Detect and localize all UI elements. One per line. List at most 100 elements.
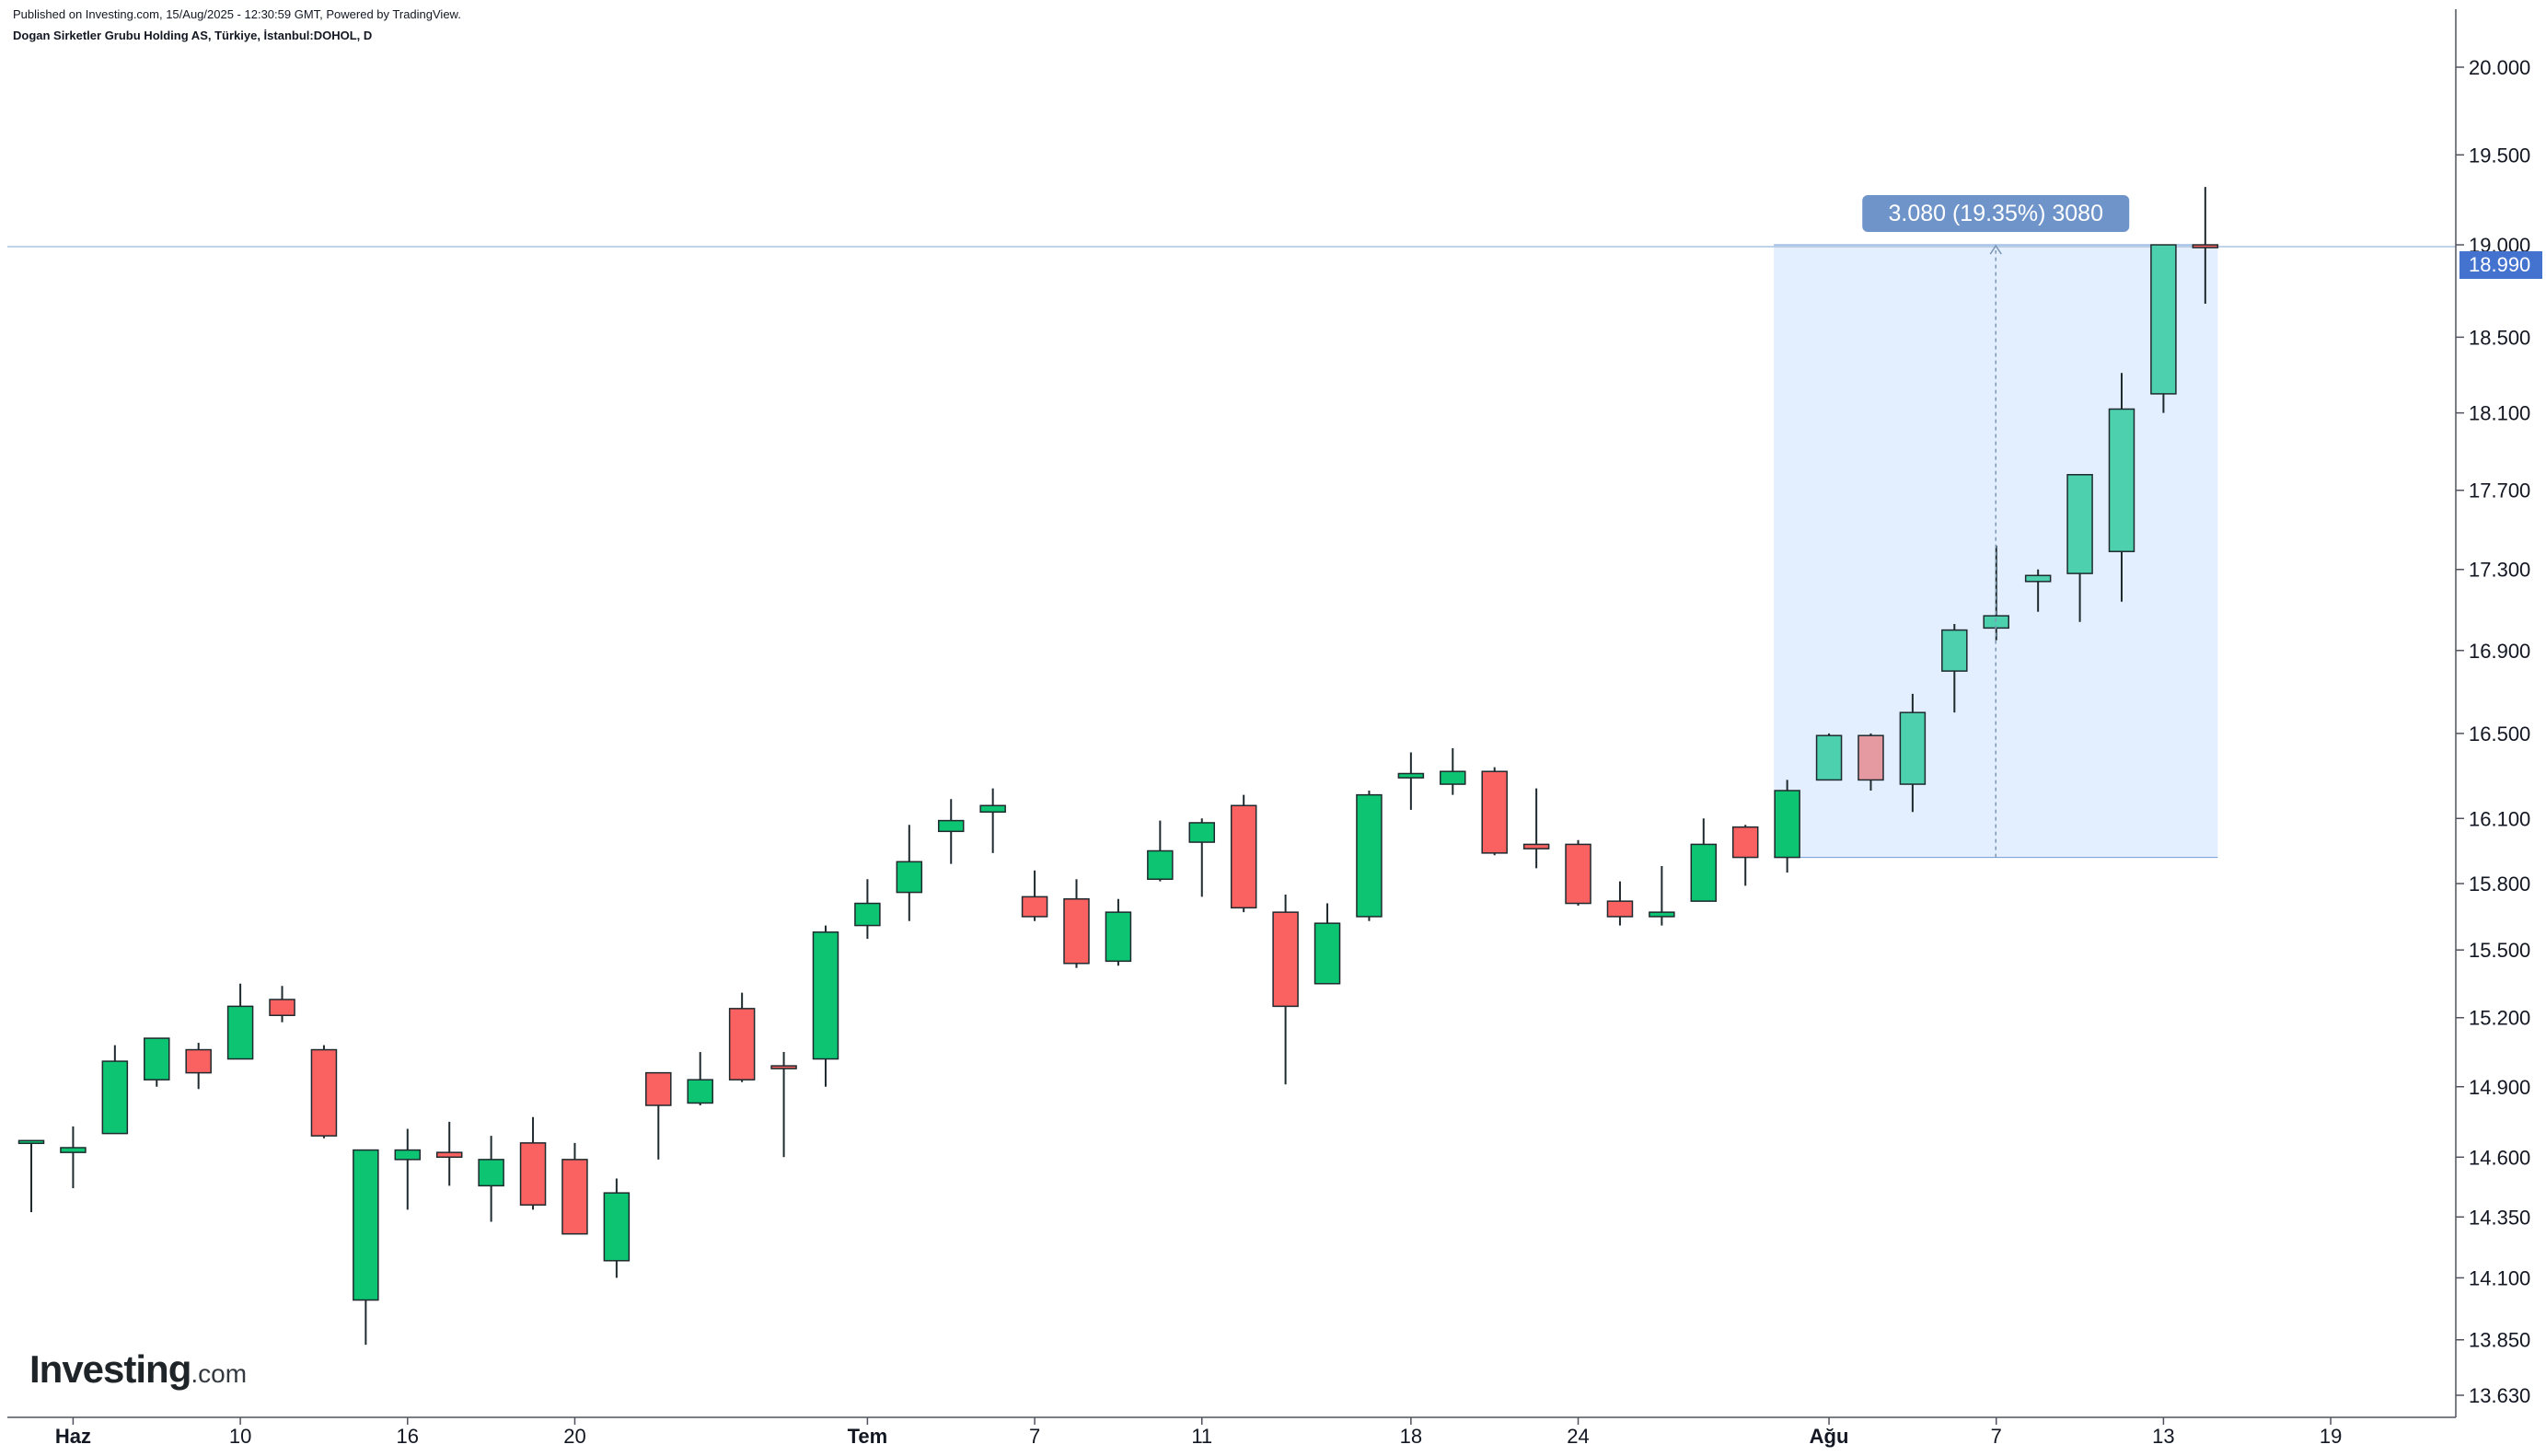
- candle: [1397, 752, 1425, 810]
- candle: [1690, 818, 1718, 902]
- investing-logo: Investing.com: [29, 1347, 247, 1392]
- candle-body: [226, 1005, 254, 1060]
- candle: [2150, 244, 2177, 413]
- candle-body: [144, 1037, 170, 1080]
- candle-body: [1063, 898, 1090, 965]
- y-tick-label: 16.100: [2469, 807, 2530, 830]
- candle: [1063, 879, 1090, 968]
- x-tick-label: 11: [1191, 1425, 1212, 1448]
- y-tick-label: 18.100: [2469, 402, 2530, 425]
- candle: [728, 992, 756, 1082]
- x-tick-label: Tem: [848, 1425, 888, 1448]
- candle: [1440, 747, 1466, 795]
- instrument-title: Dogan Sirketler Grubu Holding AS, Türkiy…: [13, 29, 373, 42]
- candle-body: [979, 804, 1006, 814]
- y-tick-label: 14.600: [2469, 1146, 2530, 1169]
- candle-body: [2024, 574, 2052, 583]
- y-tick-label: 20.000: [2469, 56, 2530, 79]
- y-tick-label: 17.700: [2469, 480, 2530, 503]
- candle: [1230, 794, 1257, 913]
- candle: [2192, 187, 2219, 304]
- chart-overlay: 3.080 (19.35%) 3080: [1862, 195, 2130, 858]
- candle-body: [1105, 911, 1132, 963]
- y-tick-label: 13.630: [2469, 1384, 2530, 1407]
- candle: [1272, 894, 1299, 1085]
- candle: [2108, 373, 2135, 602]
- candle-body: [2150, 244, 2177, 395]
- candle-body: [1397, 772, 1425, 779]
- candle-body: [2108, 408, 2135, 552]
- candle: [979, 788, 1006, 853]
- x-tick-label: Haz: [55, 1425, 91, 1448]
- candle-body: [1857, 734, 1884, 781]
- candle-body: [1690, 843, 1718, 902]
- candle: [519, 1116, 547, 1210]
- candle-body: [2192, 244, 2219, 248]
- measure-label: 3.080 (19.35%) 3080: [1888, 201, 2103, 226]
- y-tick-label: 19.500: [2469, 144, 2530, 167]
- candle: [1314, 903, 1341, 985]
- candle: [60, 1126, 87, 1188]
- candle-body: [896, 861, 923, 894]
- y-tick-label: 14.100: [2469, 1266, 2530, 1289]
- axes: 20.00019.50019.00018.50018.10017.70017.3…: [7, 9, 2542, 1448]
- candle-body: [1731, 826, 1759, 859]
- candle-body: [1899, 711, 1927, 785]
- x-tick-label: 24: [1567, 1425, 1589, 1448]
- candle: [1188, 818, 1216, 897]
- candle-body: [478, 1159, 504, 1187]
- candle-body: [269, 999, 295, 1017]
- candle-body: [310, 1048, 338, 1137]
- candle-body: [603, 1192, 631, 1262]
- candle: [2066, 474, 2093, 622]
- y-tick-label: 16.500: [2469, 722, 2530, 745]
- candle: [1606, 881, 1634, 926]
- candle-body: [435, 1151, 463, 1159]
- y-tick-label: 13.850: [2469, 1329, 2530, 1352]
- candle: [687, 1052, 713, 1106]
- candle-body: [185, 1048, 212, 1074]
- x-tick-label: 7: [1029, 1425, 1040, 1448]
- x-tick-label: 10: [229, 1425, 251, 1448]
- candle: [770, 1052, 797, 1158]
- candle: [1565, 839, 1591, 906]
- candle-body: [1147, 849, 1174, 881]
- candle-body: [937, 819, 965, 833]
- x-tick-label: 7: [1991, 1425, 2002, 1448]
- candle-body: [1649, 911, 1675, 918]
- candle: [226, 983, 254, 1060]
- logo-domain: .com: [191, 1359, 248, 1388]
- candle: [1481, 767, 1508, 856]
- candle: [478, 1136, 504, 1222]
- candle-body: [1356, 793, 1383, 918]
- candle: [1731, 825, 1759, 886]
- logo-brand: Investing: [29, 1347, 191, 1391]
- candle-body: [519, 1142, 547, 1206]
- candle: [1899, 693, 1927, 813]
- candle-body: [2066, 474, 2093, 574]
- candle: [1815, 733, 1843, 781]
- candle: [1021, 870, 1048, 921]
- candle-body: [60, 1147, 87, 1153]
- candle: [1774, 780, 1800, 873]
- x-tick-label: 16: [397, 1425, 419, 1448]
- candle-body: [1188, 822, 1216, 843]
- candle: [1649, 866, 1675, 926]
- candle: [854, 879, 881, 940]
- candle-body: [645, 1071, 672, 1106]
- y-tick-label: 18.500: [2469, 326, 2530, 349]
- candle: [1857, 733, 1884, 792]
- candle-body: [1522, 843, 1550, 849]
- candle-body: [1314, 922, 1341, 985]
- last-price-label: 18.990: [2469, 253, 2530, 276]
- y-tick-label: 14.900: [2469, 1076, 2530, 1099]
- candle-body: [17, 1139, 45, 1145]
- candle-body: [1941, 629, 1968, 672]
- x-tick-label: 13: [2152, 1425, 2174, 1448]
- candle-body: [1815, 734, 1843, 781]
- candle-body: [770, 1065, 797, 1069]
- candle-body: [812, 931, 839, 1060]
- candle: [1941, 623, 1968, 713]
- candles: [17, 187, 2219, 1346]
